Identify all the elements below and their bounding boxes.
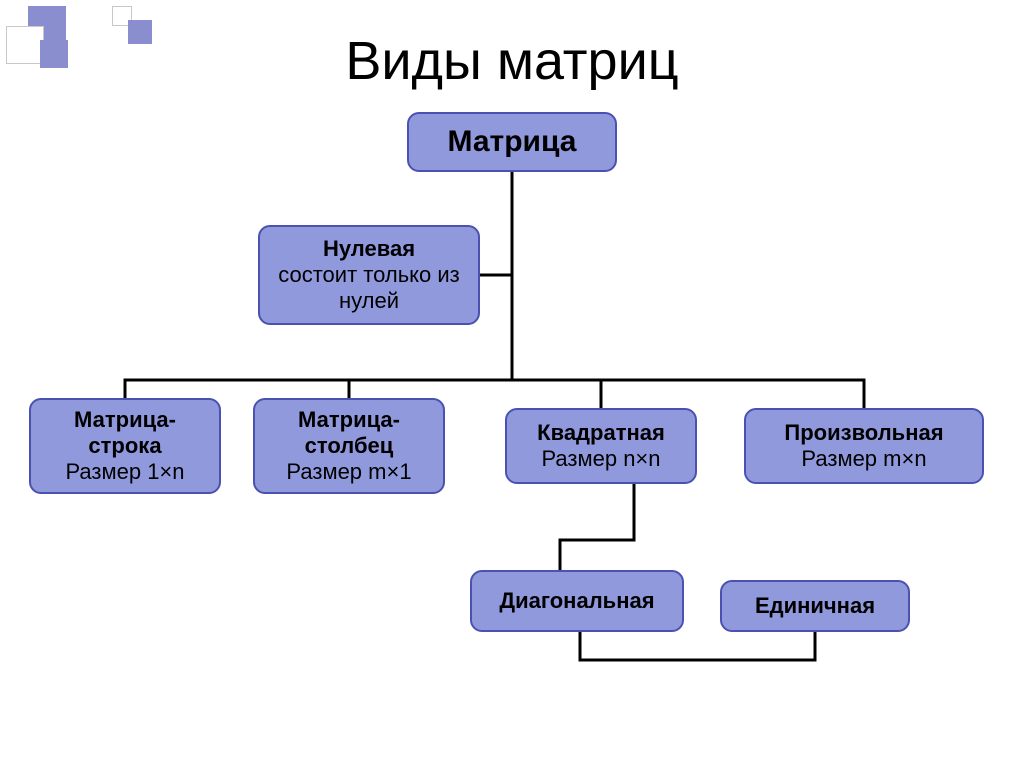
page-title: Виды матриц xyxy=(0,30,1024,92)
node-matrix-root: Матрица xyxy=(407,112,617,172)
node-arbitrary-matrix: Произвольная Размер m×n xyxy=(744,408,984,484)
node-label: Матрица-строка xyxy=(39,407,211,459)
node-sublabel: Размер n×n xyxy=(541,446,660,472)
node-label: Нулевая xyxy=(323,236,415,262)
node-identity-matrix: Единичная xyxy=(720,580,910,632)
node-label: Произвольная xyxy=(784,420,943,446)
node-sublabel: Размер m×1 xyxy=(286,459,411,485)
node-sublabel: состоит только из нулей xyxy=(268,262,470,314)
node-row-matrix: Матрица-строка Размер 1×n xyxy=(29,398,221,494)
node-label: Диагональная xyxy=(499,588,654,614)
node-column-matrix: Матрица-столбец Размер m×1 xyxy=(253,398,445,494)
node-square-matrix: Квадратная Размер n×n xyxy=(505,408,697,484)
node-label: Матрица xyxy=(448,125,577,159)
node-sublabel: Размер m×n xyxy=(801,446,926,472)
node-label: Единичная xyxy=(755,593,875,619)
node-sublabel: Размер 1×n xyxy=(65,459,184,485)
node-label: Квадратная xyxy=(537,420,665,446)
node-label: Матрица-столбец xyxy=(263,407,435,459)
node-diagonal-matrix: Диагональная xyxy=(470,570,684,632)
node-zero-matrix: Нулевая состоит только из нулей xyxy=(258,225,480,325)
